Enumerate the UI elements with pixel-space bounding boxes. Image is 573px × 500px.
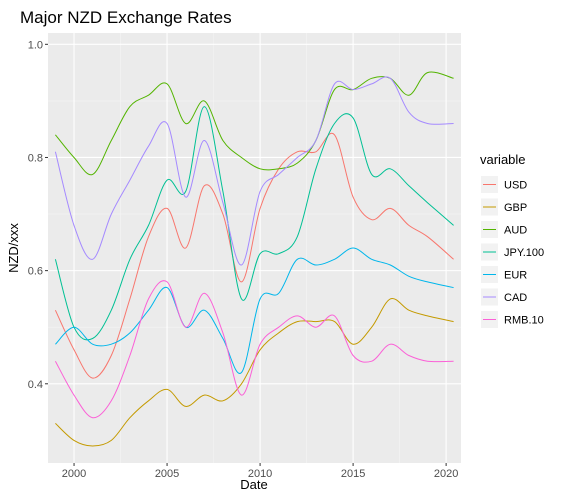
axis-ticks: 2000 2005 2010 2015 2020 0.4 0.6 0.8 1.0 [28, 39, 459, 480]
series-line-jpy-100 [54, 106, 454, 341]
chart-title: Major NZD Exchange Rates [20, 8, 232, 27]
series-lines [54, 71, 454, 447]
x-axis-label: Date [240, 477, 267, 492]
x-tick-label: 2020 [434, 468, 458, 480]
plot-panel [48, 33, 461, 463]
legend-label-eur: EUR [504, 270, 527, 282]
series-line-usd [54, 132, 454, 379]
y-tick-label: 0.8 [28, 152, 43, 164]
x-tick-label: 2000 [62, 468, 86, 480]
x-tick-label: 2010 [248, 468, 272, 480]
series-line-eur [55, 247, 454, 374]
x-tick-label: 2015 [341, 468, 365, 480]
x-tick-label: 2005 [155, 468, 179, 480]
legend-label-usd: USD [504, 180, 527, 192]
legend-label-aud: AUD [504, 225, 527, 237]
legend-label-rmb-10: RMB.10 [504, 315, 544, 327]
legend-label-gbp: GBP [504, 202, 527, 214]
legend-title: variable [480, 152, 526, 167]
y-axis-label: NZD/xxx [6, 223, 21, 273]
series-line-gbp [55, 297, 454, 447]
series-line-cad [54, 76, 454, 266]
legend-label-cad: CAD [504, 292, 527, 304]
y-tick-label: 0.6 [28, 266, 43, 278]
legend-label-jpy-100: JPY.100 [504, 247, 544, 259]
legend: variable USD GBP AUD JPY.100 EUR CAD RMB.10 [480, 152, 544, 328]
series-line-aud [55, 71, 454, 176]
series-line-rmb-10 [54, 280, 454, 419]
y-tick-label: 1.0 [28, 39, 43, 51]
y-tick-label: 0.4 [28, 379, 43, 391]
